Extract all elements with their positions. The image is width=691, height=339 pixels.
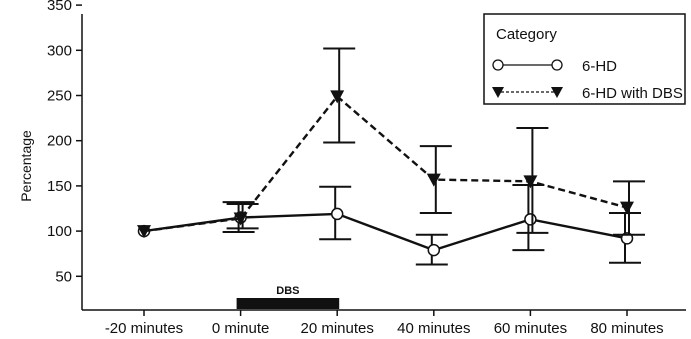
legend-marker: [551, 87, 563, 98]
legend-box: [483, 13, 686, 105]
data-point: [330, 90, 345, 104]
x-tick-label: 80 minutes: [590, 320, 663, 337]
series-6-hd: [137, 183, 641, 266]
dbs-bar: [236, 298, 340, 309]
data-point: [620, 201, 634, 215]
data-point: [524, 213, 537, 226]
y-tick-label: 50: [55, 268, 72, 285]
annotations: DBS: [236, 285, 340, 309]
axes: 50 100 150 200 250 300 350 -20 minutes 0 minute 2…: [18, 0, 686, 337]
legend-marker: [492, 87, 504, 98]
y-tick-label: 250: [47, 88, 72, 105]
legend-marker: [492, 59, 504, 71]
x-tick-label: 20 minutes: [301, 320, 374, 337]
dbs-label: DBS: [276, 285, 299, 297]
y-tick-label: 200: [47, 133, 72, 150]
data-point: [233, 212, 248, 226]
legend-marker: [551, 59, 563, 71]
y-tick-label: 350: [47, 0, 72, 14]
x-tick-label: 0 minute: [212, 320, 270, 337]
legend-label: 6-HD: [582, 58, 617, 75]
series-line: [143, 94, 628, 233]
data-point: [427, 243, 441, 257]
y-axis-title: Percentage: [18, 130, 34, 202]
legend: Category 6-HD 6-HD with DBS: [483, 13, 686, 105]
series-line: [143, 212, 628, 252]
x-tick-label: 40 minutes: [397, 320, 470, 337]
x-tick-label: -20 minutes: [105, 320, 183, 337]
series-6-hd-with-dbs: [137, 47, 645, 239]
data-point: [426, 173, 441, 187]
y-tick-label: 150: [47, 178, 72, 195]
legend-title: Category: [496, 26, 557, 43]
y-tick-label: 100: [47, 223, 72, 240]
data-point: [137, 225, 151, 239]
legend-label: 6-HD with DBS: [582, 85, 683, 102]
x-tick-label: 60 minutes: [494, 320, 567, 337]
series-group: [137, 47, 645, 266]
data-point: [523, 175, 538, 189]
data-point: [330, 207, 344, 221]
y-tick-label: 300: [47, 42, 72, 59]
